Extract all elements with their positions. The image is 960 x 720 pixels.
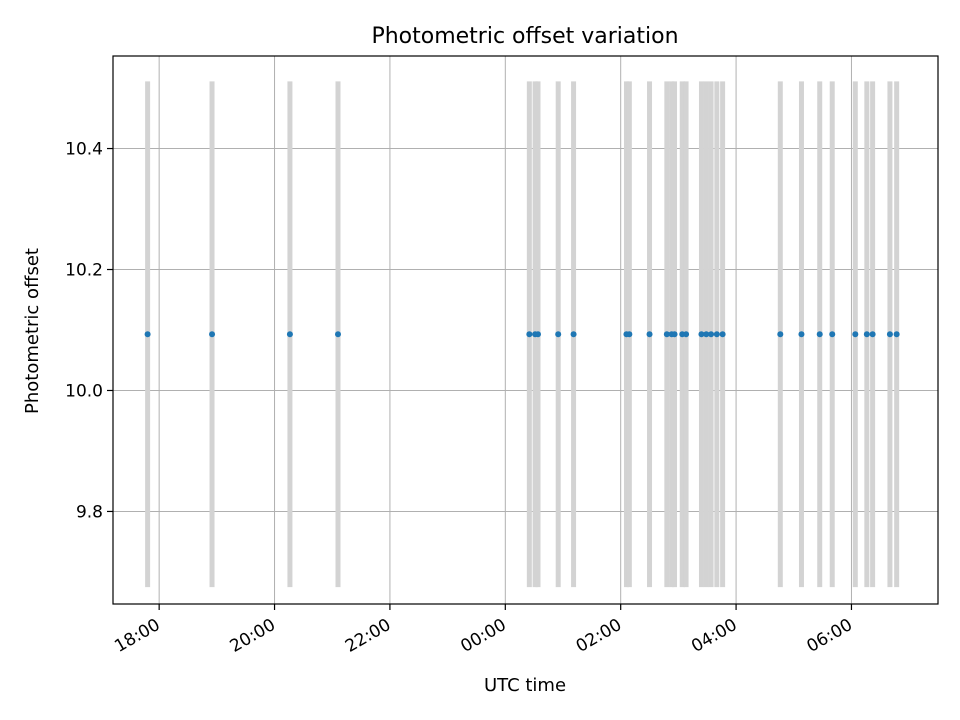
data-point [144, 331, 151, 338]
y-tick-label: 9.8 [76, 502, 103, 522]
plot-frame [112, 55, 939, 605]
data-point [335, 331, 341, 338]
y-axis: 9.8 10.0 10.2 10.4 [65, 140, 113, 522]
data-points [144, 331, 900, 338]
data-point [663, 331, 670, 338]
data-point [798, 331, 805, 338]
y-tick-label: 10.0 [65, 381, 103, 401]
data-point [708, 331, 715, 338]
data-point [555, 331, 562, 338]
plot-background [113, 56, 938, 604]
data-point [209, 331, 216, 338]
data-point [626, 331, 633, 338]
data-point [683, 331, 690, 338]
data-point [886, 331, 893, 338]
data-point [570, 331, 577, 338]
data-point [698, 331, 705, 338]
y-axis-label: Photometric offset [22, 248, 43, 414]
data-point [893, 331, 900, 338]
data-point [852, 331, 859, 338]
data-point [703, 331, 710, 338]
data-point [869, 331, 876, 338]
data-point [671, 331, 678, 338]
y-tick-label: 10.2 [65, 261, 103, 281]
data-point [713, 331, 720, 338]
data-point [646, 331, 653, 338]
y-tick-label: 10.4 [65, 140, 103, 160]
data-point [286, 331, 293, 338]
plot-area [112, 55, 939, 605]
data-point [816, 331, 823, 338]
data-point [829, 331, 836, 338]
data-point [863, 331, 870, 338]
x-axis-label: UTC time [484, 675, 566, 696]
data-point [526, 331, 533, 338]
chart-title: Photometric offset variation [371, 24, 678, 49]
data-point [535, 331, 541, 338]
data-point [719, 331, 726, 338]
data-point [777, 331, 784, 338]
